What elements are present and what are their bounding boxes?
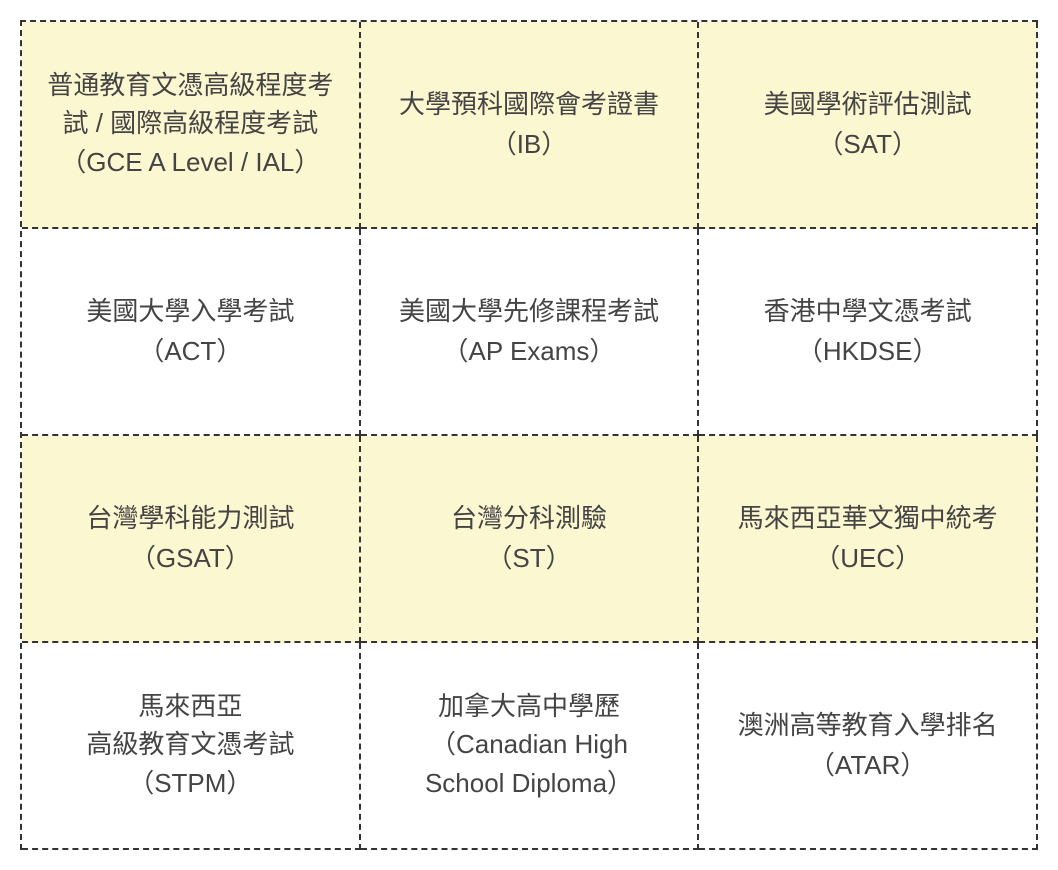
exam-sub: （GCE A Level / IAL） xyxy=(60,144,320,182)
exam-title-line1: 馬來西亞華文獨中統考 xyxy=(738,500,998,538)
exam-sub: （HKDSE） xyxy=(797,333,939,371)
exam-title-line2: （Canadian High xyxy=(430,726,628,764)
exam-cell: 美國學術評估測試 （SAT） xyxy=(699,22,1038,229)
exam-title-line1: 加拿大高中學歷 xyxy=(438,688,620,726)
exam-title-line2: 高級教育文憑考試 xyxy=(86,726,294,764)
exam-sub: （ACT） xyxy=(138,333,242,371)
exam-sub: （IB） xyxy=(491,126,568,164)
exam-grid: 普通教育文憑高級程度考 試 / 國際高級程度考試 （GCE A Level / … xyxy=(20,20,1038,850)
exam-cell: 馬來西亞 高級教育文憑考試 （STPM） xyxy=(22,643,361,850)
exam-sub: （STPM） xyxy=(128,765,252,803)
exam-sub: （UEC） xyxy=(814,540,921,578)
exam-title-line1: 大學預科國際會考證書 xyxy=(399,86,659,124)
exam-sub: （SAT） xyxy=(817,126,918,164)
exam-title-line1: 馬來西亞 xyxy=(138,688,242,726)
exam-title-line1: 美國學術評估測試 xyxy=(764,86,972,124)
exam-cell: 台灣學科能力測試 （GSAT） xyxy=(22,436,361,643)
exam-sub: （ATAR） xyxy=(809,747,926,785)
exam-cell: 美國大學先修課程考試 （AP Exams） xyxy=(361,229,700,436)
exam-title-line1: 台灣分科測驗 xyxy=(451,500,607,538)
exam-cell: 美國大學入學考試 （ACT） xyxy=(22,229,361,436)
exam-title-line1: 香港中學文憑考試 xyxy=(764,293,972,331)
exam-cell: 香港中學文憑考試 （HKDSE） xyxy=(699,229,1038,436)
exam-sub: （AP Exams） xyxy=(443,333,616,371)
exam-cell: 加拿大高中學歷 （Canadian High School Diploma） xyxy=(361,643,700,850)
exam-title-line1: 普通教育文憑高級程度考 xyxy=(47,67,333,105)
exam-title-line1: 美國大學入學考試 xyxy=(86,293,294,331)
exam-cell: 馬來西亞華文獨中統考 （UEC） xyxy=(699,436,1038,643)
exam-sub: School Diploma） xyxy=(425,765,633,803)
exam-title-line1: 台灣學科能力測試 xyxy=(86,500,294,538)
exam-cell: 大學預科國際會考證書 （IB） xyxy=(361,22,700,229)
exam-sub: （ST） xyxy=(486,540,571,578)
exam-sub: （GSAT） xyxy=(130,540,251,578)
exam-title-line2: 試 / 國際高級程度考試 xyxy=(62,105,318,143)
exam-cell: 台灣分科測驗 （ST） xyxy=(361,436,700,643)
exam-title-line1: 美國大學先修課程考試 xyxy=(399,293,659,331)
exam-cell: 澳洲高等教育入學排名 （ATAR） xyxy=(699,643,1038,850)
exam-cell: 普通教育文憑高級程度考 試 / 國際高級程度考試 （GCE A Level / … xyxy=(22,22,361,229)
exam-title-line1: 澳洲高等教育入學排名 xyxy=(738,707,998,745)
